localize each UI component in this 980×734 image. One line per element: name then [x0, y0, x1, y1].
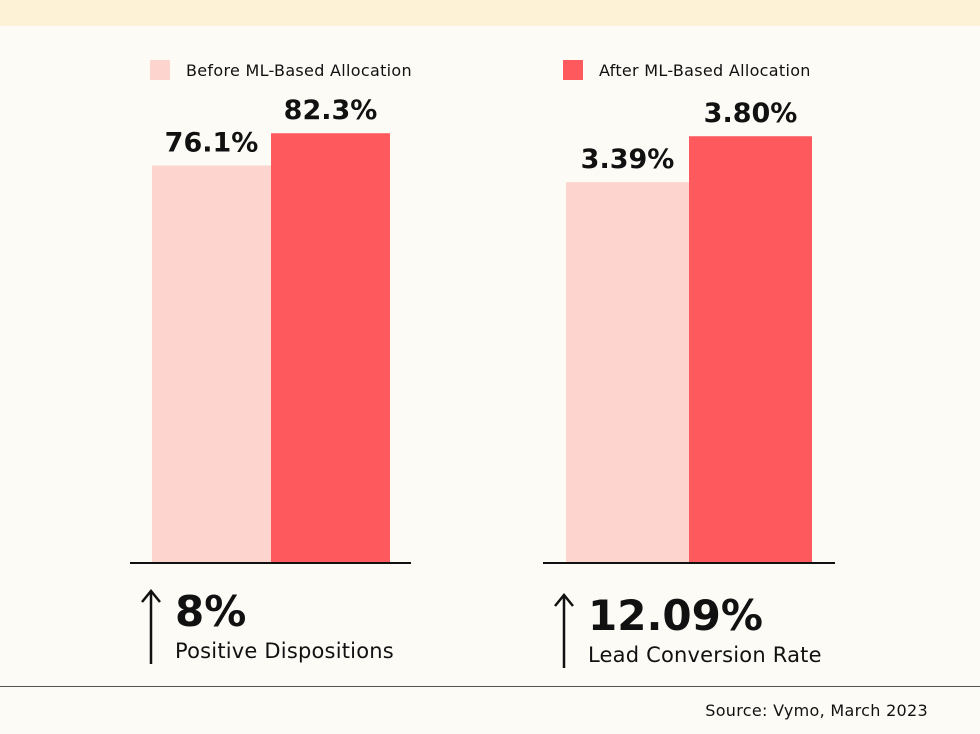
- legend-item-before: Before ML-Based Allocation: [150, 60, 412, 80]
- legend-label-after: After ML-Based Allocation: [599, 60, 811, 80]
- bar-value-label: 82.3%: [284, 95, 378, 126]
- top-band: [0, 0, 980, 26]
- bar-charts: 76.1% 82.3% 3.39% 3.80%: [130, 95, 835, 564]
- bar-value-label: 3.80%: [704, 98, 798, 129]
- bar-before: [566, 182, 689, 562]
- chart-0: 76.1% 82.3%: [130, 95, 411, 564]
- stat-caption: Lead Conversion Rate: [588, 643, 822, 667]
- legend-label-before: Before ML-Based Allocation: [186, 60, 412, 80]
- chart-1: 3.39% 3.80%: [543, 98, 835, 564]
- bar-before: [152, 165, 271, 563]
- bar-after: [689, 136, 812, 562]
- stat-value: 12.09%: [588, 591, 763, 640]
- arrow-up-icon: [554, 593, 574, 668]
- legend-item-after: After ML-Based Allocation: [563, 60, 811, 80]
- stat-value: 8%: [175, 587, 247, 636]
- legend-swatch-after: [563, 60, 583, 80]
- bar-after: [271, 133, 390, 563]
- stat-caption: Positive Dispositions: [175, 639, 394, 663]
- bar-value-label: 3.39%: [581, 144, 675, 175]
- bar-value-label: 76.1%: [165, 128, 259, 159]
- legend-swatch-before: [150, 60, 170, 80]
- arrow-up-icon: [141, 589, 161, 664]
- source-note: Source: Vymo, March 2023: [705, 701, 928, 720]
- footer-divider: [0, 686, 980, 687]
